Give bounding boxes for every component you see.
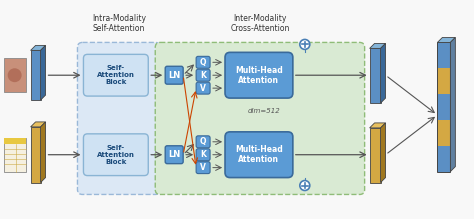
Bar: [438, 42, 450, 68]
Text: V: V: [200, 163, 206, 172]
Bar: [438, 120, 450, 146]
Text: LN: LN: [168, 150, 180, 159]
Polygon shape: [370, 43, 385, 48]
Bar: [438, 42, 450, 172]
Polygon shape: [438, 37, 456, 42]
Bar: [438, 146, 450, 172]
FancyBboxPatch shape: [165, 66, 183, 84]
Text: K: K: [200, 150, 206, 159]
Bar: [438, 68, 450, 94]
Bar: [370, 48, 381, 103]
Bar: [370, 128, 381, 182]
FancyBboxPatch shape: [225, 52, 293, 98]
Text: Self-
Attention
Block: Self- Attention Block: [97, 145, 135, 165]
Text: Inter-Modality
Cross-Attention: Inter-Modality Cross-Attention: [230, 14, 290, 33]
Polygon shape: [41, 122, 46, 182]
Text: V: V: [200, 84, 206, 93]
Text: Multi-Head
Attention: Multi-Head Attention: [235, 145, 283, 164]
FancyBboxPatch shape: [155, 42, 365, 194]
Text: Q: Q: [200, 58, 206, 67]
Bar: [438, 94, 450, 120]
Polygon shape: [41, 45, 46, 100]
Circle shape: [300, 180, 310, 191]
FancyBboxPatch shape: [196, 56, 210, 68]
Polygon shape: [450, 37, 456, 172]
FancyBboxPatch shape: [83, 134, 148, 176]
Bar: [4, 138, 26, 144]
Bar: [4, 58, 26, 92]
Bar: [31, 127, 41, 182]
Polygon shape: [31, 122, 46, 127]
FancyBboxPatch shape: [165, 146, 183, 164]
Text: K: K: [200, 71, 206, 80]
FancyBboxPatch shape: [196, 149, 210, 161]
Bar: [4, 138, 26, 172]
Text: dim=512: dim=512: [247, 108, 280, 114]
FancyBboxPatch shape: [77, 42, 160, 194]
Circle shape: [300, 39, 310, 49]
Polygon shape: [381, 43, 385, 103]
Polygon shape: [381, 123, 385, 182]
Text: Intra-Modality
Self-Attention: Intra-Modality Self-Attention: [92, 14, 146, 33]
FancyBboxPatch shape: [196, 136, 210, 148]
Text: LN: LN: [168, 71, 180, 80]
Bar: [31, 50, 41, 100]
Text: Self-
Attention
Block: Self- Attention Block: [97, 65, 135, 85]
FancyBboxPatch shape: [196, 69, 210, 81]
FancyBboxPatch shape: [196, 162, 210, 174]
FancyBboxPatch shape: [225, 132, 293, 178]
Polygon shape: [31, 45, 46, 50]
FancyBboxPatch shape: [196, 82, 210, 94]
Text: Q: Q: [200, 137, 206, 146]
Circle shape: [8, 68, 22, 82]
FancyBboxPatch shape: [83, 54, 148, 96]
Text: Multi-Head
Attention: Multi-Head Attention: [235, 65, 283, 85]
Polygon shape: [370, 123, 385, 128]
